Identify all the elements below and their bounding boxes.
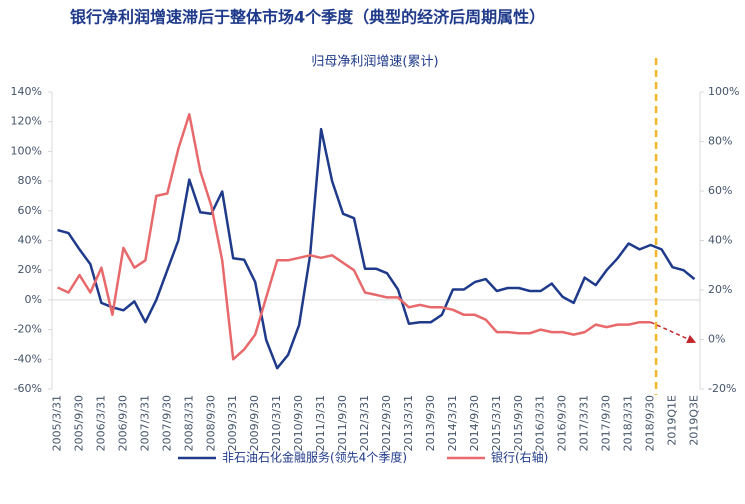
- x-tick-label: 2005/9/30: [72, 395, 85, 451]
- y-tick-label: 40%: [18, 234, 42, 247]
- y-tick-label: -20%: [14, 323, 42, 336]
- x-tick-label: 2007/3/31: [138, 395, 151, 451]
- y2-tick-label: 60%: [708, 184, 732, 197]
- y2-tick-label: 40%: [708, 234, 732, 247]
- x-tick-label: 2014/9/30: [468, 395, 481, 451]
- x-tick-label: 2006/9/30: [116, 395, 129, 451]
- y-tick-label: -60%: [14, 382, 42, 395]
- y2-tick-label: 0%: [708, 333, 725, 346]
- x-tick-label: 2015/3/31: [490, 395, 503, 451]
- x-tick-label: 2011/9/30: [336, 395, 349, 451]
- x-tick-label: 2011/3/31: [314, 395, 327, 451]
- y-tick-label: 80%: [18, 174, 42, 187]
- y2-tick-label: 20%: [708, 283, 732, 296]
- y2-tick-label: 80%: [708, 135, 732, 148]
- x-tick-label: 2017/3/31: [578, 395, 591, 451]
- x-tick-label: 2016/3/31: [534, 395, 547, 451]
- x-tick-label: 2012/9/30: [380, 395, 393, 451]
- x-tick-label: 2019Q1E: [666, 395, 679, 446]
- x-tick-label: 2018/9/30: [644, 395, 657, 451]
- y-tick-label: 140%: [11, 85, 42, 98]
- x-tick-label: 2007/9/30: [160, 395, 173, 451]
- x-tick-label: 2008/3/31: [182, 395, 195, 451]
- x-tick-label: 2012/3/31: [358, 395, 371, 451]
- x-tick-label: 2010/3/31: [270, 395, 283, 451]
- x-tick-label: 2013/9/30: [424, 395, 437, 451]
- series-line: [57, 127, 696, 370]
- x-tick-label: 2008/9/30: [204, 395, 217, 451]
- series-line: [56, 113, 651, 361]
- x-tick-label: 2006/3/31: [94, 395, 107, 451]
- y-tick-label: 0%: [25, 293, 42, 306]
- y2-tick-label: -20%: [708, 382, 736, 395]
- chart-subtitle: 归母净利润增速(累计): [311, 55, 438, 70]
- x-tick-label: 2015/9/30: [512, 395, 525, 451]
- x-tick-label: 2019Q3E: [688, 395, 701, 446]
- x-tick-label: 2005/3/31: [50, 395, 63, 451]
- legend-label: 非石油石化金融服务(领先4个季度): [222, 450, 407, 465]
- x-tick-label: 2014/3/31: [446, 395, 459, 451]
- x-tick-label: 2016/9/30: [556, 395, 569, 451]
- y-tick-label: -40%: [14, 352, 42, 365]
- x-tick-label: 2009/3/31: [226, 395, 239, 451]
- y-tick-label: 120%: [11, 115, 42, 128]
- y2-tick-label: 100%: [708, 85, 739, 98]
- y-tick-label: 20%: [18, 263, 42, 276]
- x-tick-label: 2017/9/30: [600, 395, 613, 451]
- x-tick-label: 2010/9/30: [292, 395, 305, 451]
- legend-label: 银行(右轴): [491, 450, 548, 465]
- x-tick-label: 2013/3/31: [402, 395, 415, 451]
- x-tick-label: 2018/3/31: [622, 395, 635, 451]
- chart-title: 银行净利润增速滞后于整体市场4个季度（典型的经济后周期属性）: [70, 8, 545, 27]
- y-tick-label: 60%: [18, 204, 42, 217]
- y-tick-label: 100%: [11, 144, 42, 157]
- series-line: [650, 321, 697, 344]
- x-tick-label: 2009/9/30: [248, 395, 261, 451]
